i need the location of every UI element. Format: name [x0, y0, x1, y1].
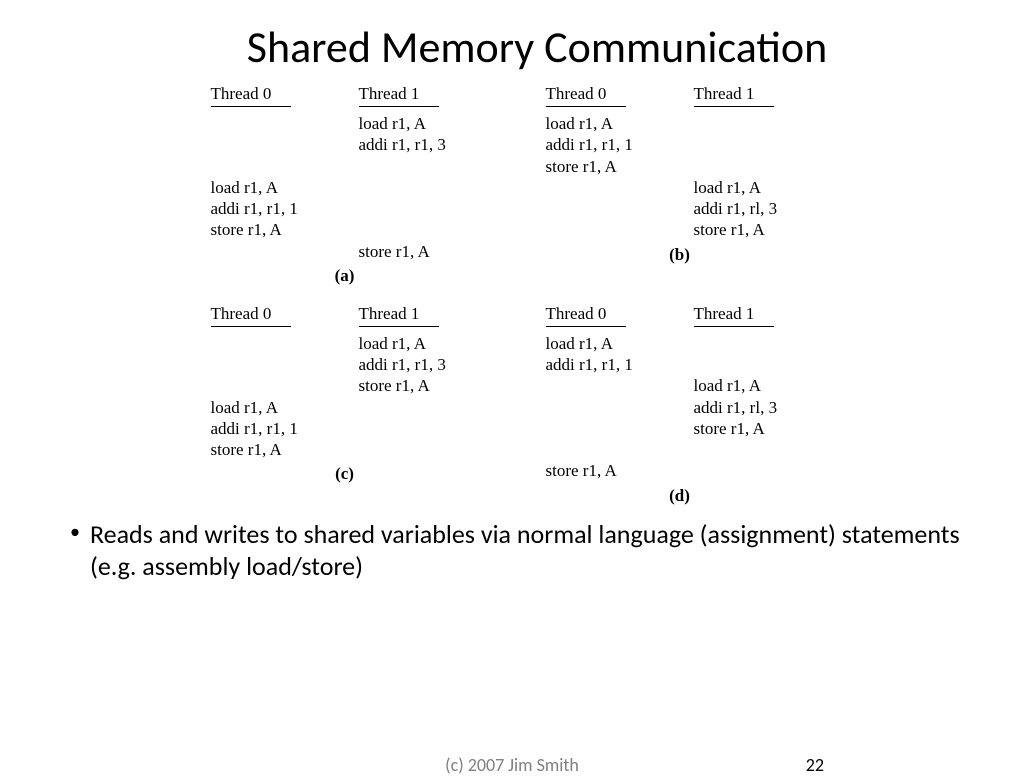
- thread-0-code: load r1, A addi r1, r1, 1 store r1, A: [546, 333, 666, 482]
- thread-1-col: Thread 1 load r1, A addi r1, rl, 3 store…: [694, 84, 814, 241]
- thread-0-code: load r1, A addi r1, r1, 1 store r1, A: [211, 333, 331, 461]
- thread-1-code: load r1, A addi r1, rl, 3 store r1, A: [694, 333, 814, 439]
- thread-1-col: Thread 1 load r1, A addi r1, r1, 3 store…: [359, 304, 479, 461]
- diagram-grid: Thread 0 load r1, A addi r1, r1, 1 store…: [192, 84, 832, 506]
- thread-0-code: load r1, A addi r1, r1, 1 store r1, A: [546, 113, 666, 177]
- thread-pair: Thread 0 load r1, A addi r1, r1, 1 store…: [546, 304, 814, 482]
- thread-0-col: Thread 0 load r1, A addi r1, r1, 1 store…: [546, 304, 666, 482]
- panel-b: Thread 0 load r1, A addi r1, r1, 1 store…: [527, 84, 832, 286]
- panel-b-label: (b): [669, 245, 690, 265]
- thread-0-header: Thread 0: [211, 84, 291, 107]
- thread-1-code: load r1, A addi r1, r1, 3 store r1, A: [359, 113, 479, 262]
- thread-0-col: Thread 0 load r1, A addi r1, r1, 1 store…: [211, 304, 331, 461]
- thread-1-header: Thread 1: [359, 84, 439, 107]
- bullet-icon: •: [70, 518, 80, 546]
- thread-pair: Thread 0 load r1, A addi r1, r1, 1 store…: [211, 304, 479, 461]
- thread-0-col: Thread 0 load r1, A addi r1, r1, 1 store…: [546, 84, 666, 241]
- thread-1-code: load r1, A addi r1, rl, 3 store r1, A: [694, 113, 814, 241]
- panel-a-label: (a): [335, 266, 355, 286]
- thread-1-header: Thread 1: [694, 304, 774, 327]
- thread-0-header: Thread 0: [546, 84, 626, 107]
- bullet-point: • Reads and writes to shared variables v…: [60, 518, 964, 582]
- thread-0-code: load r1, A addi r1, r1, 1 store r1, A: [211, 113, 331, 241]
- slide-title: Shared Memory Communication: [110, 20, 964, 74]
- thread-pair: Thread 0 load r1, A addi r1, r1, 1 store…: [546, 84, 814, 241]
- thread-1-col: Thread 1 load r1, A addi r1, rl, 3 store…: [694, 304, 814, 482]
- copyright-text: (c) 2007 Jim Smith: [0, 754, 1024, 776]
- thread-1-header: Thread 1: [694, 84, 774, 107]
- thread-1-header: Thread 1: [359, 304, 439, 327]
- panel-d-label: (d): [669, 486, 690, 506]
- thread-0-header: Thread 0: [211, 304, 291, 327]
- bullet-text: Reads and writes to shared variables via…: [90, 518, 964, 582]
- thread-0-col: Thread 0 load r1, A addi r1, r1, 1 store…: [211, 84, 331, 262]
- thread-0-header: Thread 0: [546, 304, 626, 327]
- thread-1-code: load r1, A addi r1, r1, 3 store r1, A: [359, 333, 479, 397]
- panel-c: Thread 0 load r1, A addi r1, r1, 1 store…: [192, 304, 497, 506]
- panel-a: Thread 0 load r1, A addi r1, r1, 1 store…: [192, 84, 497, 286]
- panel-d: Thread 0 load r1, A addi r1, r1, 1 store…: [527, 304, 832, 506]
- panel-c-label: (c): [335, 464, 354, 484]
- thread-pair: Thread 0 load r1, A addi r1, r1, 1 store…: [211, 84, 479, 262]
- page-number: 22: [806, 754, 824, 776]
- thread-1-col: Thread 1 load r1, A addi r1, r1, 3 store…: [359, 84, 479, 262]
